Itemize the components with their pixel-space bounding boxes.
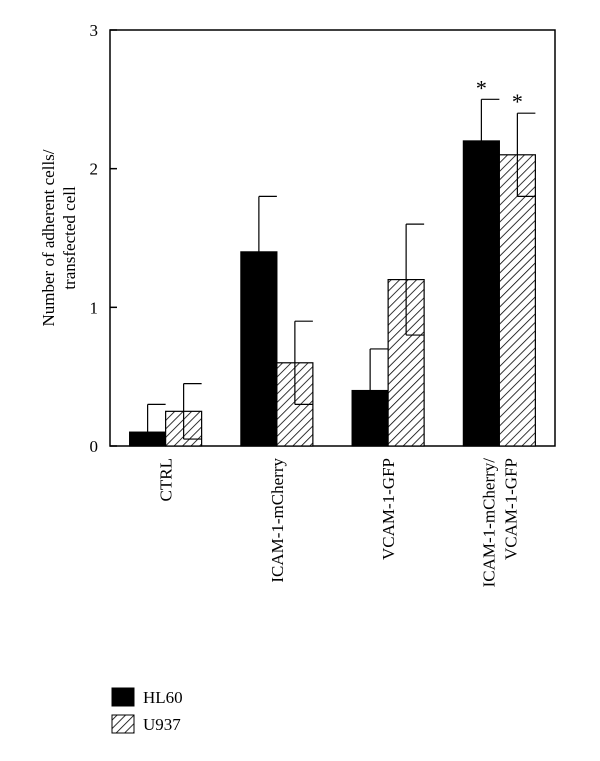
error-bars [147,98,536,440]
y-axis-label: Number of adherent cells/transfected cel… [39,149,79,326]
legend-swatch-u937 [111,714,135,734]
plot-frame [109,29,556,447]
y-tick-label: 2 [90,160,99,179]
significance-star: * [512,89,523,114]
y-axis-label-line: transfected cell [60,186,79,290]
x-category-label-line: CTRL [157,458,176,501]
y-axis: 0 1 2 3 [90,21,117,456]
x-category-label: VCAM-1-GFP [379,458,398,560]
bar-hl60 [240,251,278,447]
y-tick-label: 1 [90,298,99,317]
x-axis-category-labels: CTRL ICAM-1-mCherry VCAM-1-GFP ICAM-1-mCher… [157,458,521,588]
y-tick-label: 0 [90,437,99,456]
legend-label-u937: U937 [143,715,181,734]
x-category-label-line: ICAM-1-mCherry [268,458,287,583]
x-category-label-line: ICAM-1-mCherry/ [479,458,498,588]
bars [129,140,536,447]
bar-hl60 [351,389,389,447]
x-category-label-line: VCAM-1-GFP [379,458,398,560]
x-category-label: CTRL [157,458,176,501]
x-category-label: ICAM-1-mCherry/VCAM-1-GFP [479,458,520,588]
y-tick-label: 3 [90,21,99,40]
x-category-label: ICAM-1-mCherry [268,458,287,583]
y-axis-label-line: Number of adherent cells/ [39,149,58,326]
bar-hl60 [462,140,500,447]
significance-annotations: ** [476,75,523,114]
significance-star: * [476,75,487,100]
x-category-label-line: VCAM-1-GFP [501,458,520,560]
bar-hl60 [129,431,167,447]
legend: HL60 U937 [111,687,183,734]
legend-swatch-hl60 [111,687,135,707]
legend-label-hl60: HL60 [143,688,183,707]
bar-u937 [498,154,536,447]
